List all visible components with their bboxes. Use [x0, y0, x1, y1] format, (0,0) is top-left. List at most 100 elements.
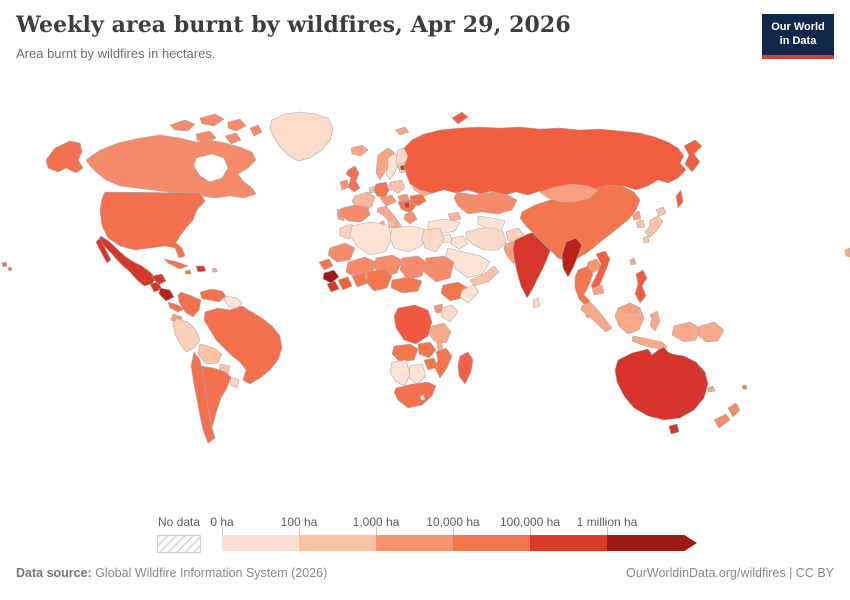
- country-norway[interactable]: [375, 147, 395, 181]
- country-thailand[interactable]: [574, 265, 594, 307]
- country-cote-divoire[interactable]: [337, 276, 353, 291]
- country-sudan[interactable]: [423, 255, 455, 283]
- country-egypt[interactable]: [421, 227, 445, 253]
- country-mexico-baja[interactable]: [95, 237, 112, 264]
- country-puerto-rico[interactable]: [211, 267, 218, 273]
- country-senegal[interactable]: [318, 258, 334, 271]
- country-sweden[interactable]: [385, 152, 400, 181]
- country-greenland[interactable]: [269, 111, 334, 162]
- country-sierra-leone[interactable]: [326, 280, 340, 293]
- country-bolivia[interactable]: [197, 343, 223, 365]
- country-mauritania[interactable]: [327, 242, 356, 263]
- country-hawaii[interactable]: [7, 266, 13, 272]
- country-venezuela[interactable]: [199, 288, 227, 303]
- country-caucasus[interactable]: [447, 211, 462, 222]
- country-fiji[interactable]: [741, 384, 748, 390]
- country-cambodia[interactable]: [591, 284, 605, 296]
- country-somalia[interactable]: [459, 284, 480, 304]
- country-iraq[interactable]: [450, 235, 469, 250]
- pacific-islands-speck[interactable]: [844, 247, 850, 258]
- country-indonesia-sulawesi[interactable]: [649, 310, 661, 332]
- country-nigeria[interactable]: [365, 268, 393, 292]
- country-south-korea[interactable]: [635, 219, 646, 229]
- legend-color-bar[interactable]: [222, 535, 697, 551]
- country-tasmania[interactable]: [668, 423, 680, 435]
- legend-band-10k-100k[interactable]: [453, 535, 530, 551]
- country-tunisia[interactable]: [387, 217, 398, 229]
- country-australia[interactable]: [614, 346, 709, 421]
- country-colombia[interactable]: [177, 291, 202, 318]
- country-myanmar[interactable]: [561, 237, 583, 278]
- country-canada-island[interactable]: [169, 119, 196, 132]
- country-cuba[interactable]: [163, 258, 189, 270]
- country-ireland[interactable]: [339, 179, 350, 191]
- country-mexico-yucatan[interactable]: [151, 273, 167, 286]
- country-canada-island[interactable]: [195, 130, 217, 144]
- legend-band-100k-1m[interactable]: [530, 535, 607, 551]
- country-iran[interactable]: [465, 227, 507, 251]
- legend-band-1m-plus[interactable]: [607, 535, 697, 551]
- country-cameroon-car[interactable]: [390, 276, 423, 294]
- country-poland[interactable]: [389, 179, 406, 194]
- legend-band-1k-10k[interactable]: [376, 535, 453, 551]
- country-brazil[interactable]: [203, 305, 283, 385]
- country-romania[interactable]: [409, 193, 427, 207]
- country-drc[interactable]: [393, 304, 433, 345]
- country-russia[interactable]: [403, 126, 687, 196]
- country-russia-sakhalin[interactable]: [675, 189, 684, 209]
- country-chile[interactable]: [190, 351, 216, 444]
- owid-logo[interactable]: Our World in Data: [762, 14, 834, 59]
- country-new-zealand-north[interactable]: [727, 402, 741, 418]
- country-uruguay[interactable]: [229, 376, 240, 389]
- country-canada-island[interactable]: [227, 118, 247, 132]
- country-russia-chukotka[interactable]: [683, 139, 703, 173]
- country-japan-kyushu[interactable]: [642, 235, 650, 244]
- country-papua-new-guinea[interactable]: [697, 321, 725, 343]
- country-zimbabwe[interactable]: [423, 357, 439, 371]
- legend-band-100-1k[interactable]: [299, 535, 376, 551]
- country-mongolia[interactable]: [539, 183, 599, 203]
- country-greece[interactable]: [403, 211, 418, 225]
- country-sri-lanka[interactable]: [532, 297, 541, 309]
- country-zambia[interactable]: [417, 341, 437, 359]
- country-lesotho[interactable]: [419, 394, 426, 401]
- country-algeria[interactable]: [349, 221, 393, 256]
- country-libya[interactable]: [389, 225, 425, 253]
- country-usa[interactable]: [99, 191, 206, 259]
- country-serbia[interactable]: [403, 201, 411, 209]
- country-indonesia-sumatra[interactable]: [580, 301, 613, 333]
- country-mozambique[interactable]: [434, 347, 453, 379]
- country-jamaica[interactable]: [184, 269, 192, 275]
- legend-band-0-100[interactable]: [222, 535, 299, 551]
- country-peru[interactable]: [172, 317, 201, 353]
- country-south-africa[interactable]: [393, 381, 437, 409]
- country-hispaniola[interactable]: [195, 265, 207, 273]
- country-guinea[interactable]: [322, 269, 340, 284]
- country-north-korea[interactable]: [631, 210, 642, 221]
- country-tanzania[interactable]: [428, 322, 452, 344]
- country-philippines[interactable]: [634, 269, 648, 304]
- footer-link[interactable]: OurWorldinData.org/wildfires | CC BY: [626, 566, 834, 580]
- country-malaysia-borneo[interactable]: [617, 302, 641, 314]
- country-alaska[interactable]: [45, 140, 84, 174]
- country-uk[interactable]: [345, 165, 361, 193]
- country-madagascar[interactable]: [457, 351, 474, 385]
- country-taiwan[interactable]: [629, 257, 637, 266]
- country-indonesia-papua[interactable]: [671, 321, 701, 343]
- country-namibia[interactable]: [389, 359, 411, 387]
- country-new-zealand-south[interactable]: [713, 413, 731, 429]
- country-japan[interactable]: [644, 215, 664, 238]
- country-canada-island[interactable]: [199, 113, 225, 127]
- country-hawaii[interactable]: [1, 261, 8, 268]
- country-svalbard[interactable]: [394, 126, 410, 136]
- country-botswana[interactable]: [408, 363, 427, 385]
- country-chad[interactable]: [399, 255, 427, 281]
- country-spain[interactable]: [339, 204, 371, 223]
- country-canada-island[interactable]: [249, 124, 263, 137]
- country-japan-hokkaido[interactable]: [655, 206, 667, 217]
- country-indonesia-java[interactable]: [631, 335, 668, 350]
- country-czech-austria[interactable]: [379, 194, 397, 207]
- country-hungary[interactable]: [397, 193, 410, 203]
- country-new-caledonia[interactable]: [706, 385, 716, 393]
- country-kazakhstan[interactable]: [453, 191, 518, 215]
